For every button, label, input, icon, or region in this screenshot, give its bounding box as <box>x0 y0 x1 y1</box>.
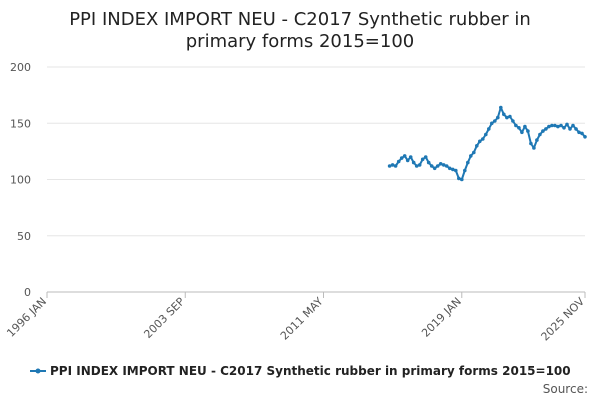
y-tick-label: 150 <box>10 117 31 130</box>
data-point <box>490 121 494 126</box>
x-tick-label: 2011 MAY <box>278 295 326 343</box>
data-point <box>390 163 395 167</box>
y-tick-label: 200 <box>10 61 31 74</box>
data-point <box>408 155 413 159</box>
data-point <box>505 115 509 120</box>
data-point <box>544 127 548 131</box>
gridlines <box>47 66 585 293</box>
data-point <box>487 127 491 131</box>
source-label[interactable]: Source: <box>543 382 588 396</box>
series-layer <box>387 105 587 182</box>
data-point <box>438 162 443 166</box>
data-point <box>517 126 521 130</box>
data-point <box>451 167 455 172</box>
data-point <box>457 176 461 181</box>
data-point <box>441 163 446 167</box>
data-point <box>463 168 467 173</box>
data-point <box>580 131 584 136</box>
data-point <box>399 156 404 160</box>
data-point <box>523 124 527 129</box>
data-point <box>577 130 581 135</box>
data-point <box>481 137 485 141</box>
data-point <box>559 123 563 128</box>
data-point <box>405 158 410 163</box>
legend-entry-label: PPI INDEX IMPORT NEU - C2017 Synthetic r… <box>50 364 571 378</box>
legend[interactable]: PPI INDEX IMPORT NEU - C2017 Synthetic r… <box>30 364 571 378</box>
data-point <box>553 123 557 128</box>
data-point <box>423 155 428 159</box>
data-point <box>417 163 422 167</box>
data-point <box>508 114 512 119</box>
data-point <box>562 126 566 130</box>
y-tick-label: 0 <box>24 286 31 299</box>
data-point <box>547 124 551 129</box>
data-point <box>568 127 572 131</box>
data-point <box>432 166 437 171</box>
data-point <box>393 164 398 168</box>
data-point <box>574 127 578 131</box>
data-point <box>429 164 434 168</box>
data-point <box>565 122 569 127</box>
series-line <box>389 106 586 181</box>
data-point <box>466 160 470 165</box>
data-point <box>444 164 449 168</box>
data-point <box>475 144 479 148</box>
data-point <box>402 154 407 158</box>
data-point <box>556 124 560 129</box>
data-point <box>499 105 503 110</box>
x-tick-label: 2003 SEP <box>141 295 187 341</box>
x-axis: 1996 JAN 2003 SEP 2011 MAY 2019 JAN 2025 NOV <box>4 292 587 344</box>
data-point <box>538 132 542 137</box>
data-point <box>514 123 518 128</box>
data-point <box>460 177 464 182</box>
data-point <box>414 164 419 168</box>
data-point <box>520 130 524 135</box>
data-point <box>526 129 530 133</box>
data-point <box>496 115 500 120</box>
y-axis: 0 50 100 150 200 <box>10 61 31 299</box>
data-point <box>387 164 392 168</box>
chart-title: PPI INDEX IMPORT NEU - C2017 Synthetic r… <box>69 9 531 52</box>
data-point <box>484 132 488 137</box>
data-point <box>511 119 515 123</box>
data-point <box>447 166 452 171</box>
x-tick-label: 2025 NOV <box>539 295 588 344</box>
data-point <box>535 138 539 142</box>
data-point <box>472 150 476 155</box>
data-point <box>583 135 587 139</box>
data-point <box>396 159 401 164</box>
data-point <box>529 141 533 146</box>
y-tick-label: 100 <box>10 174 31 187</box>
data-point <box>478 139 482 144</box>
data-point <box>532 146 536 150</box>
data-point <box>541 129 545 133</box>
x-tick-label: 1996 JAN <box>4 295 49 340</box>
chart-title-line-2: primary forms 2015=100 <box>186 31 414 52</box>
chart-title-line-1: PPI INDEX IMPORT NEU - C2017 Synthetic r… <box>69 9 531 30</box>
data-point <box>502 112 506 117</box>
data-point <box>550 123 554 128</box>
data-point <box>420 157 425 162</box>
data-point <box>571 123 575 128</box>
data-point <box>493 119 497 123</box>
y-tick-label: 50 <box>17 230 31 243</box>
data-point <box>426 160 431 165</box>
data-point <box>435 164 440 168</box>
data-point <box>454 168 458 173</box>
data-point <box>469 154 473 158</box>
data-point <box>411 160 416 165</box>
x-tick-label: 2019 JAN <box>419 295 464 340</box>
legend-dot-marker <box>35 368 41 374</box>
